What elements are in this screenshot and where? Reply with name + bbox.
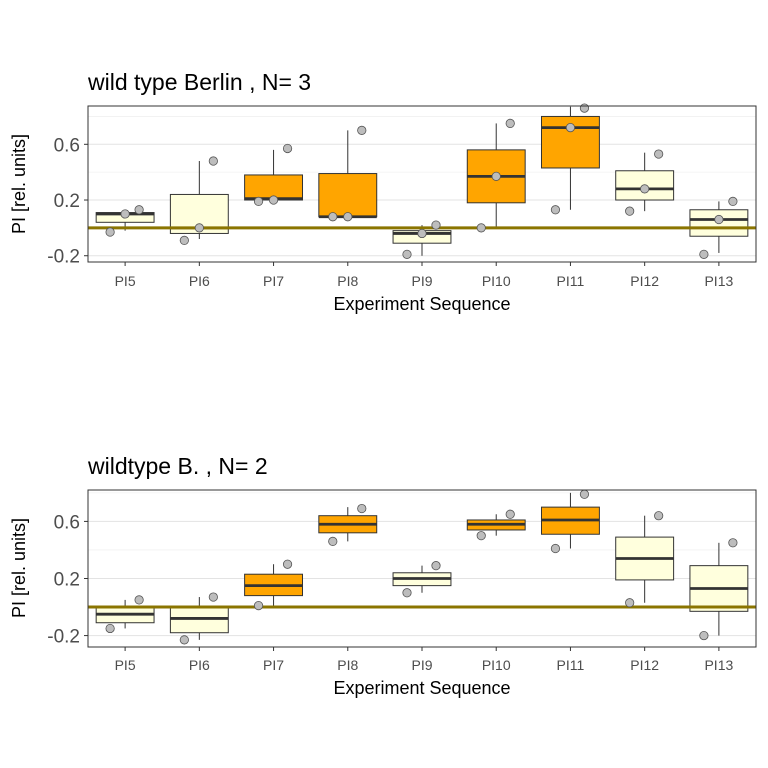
data-point: [505, 118, 515, 129]
data-point: [208, 592, 218, 602]
data-point: [357, 125, 367, 135]
data-point: [179, 635, 189, 645]
x-tick-label: PI9: [411, 273, 432, 289]
data-point: [134, 205, 144, 215]
x-tick-label: PI9: [411, 657, 432, 673]
y-tick-label: -0.2: [47, 627, 80, 648]
data-point: [625, 598, 635, 608]
box-pi8: [318, 130, 378, 219]
data-point: [417, 228, 427, 239]
x-tick-label: PI5: [115, 657, 136, 673]
x-axis-label: Experiment Sequence: [333, 294, 510, 314]
chart-panel-1: wild type Berlin , N= 3 0.6 0.2 -0.2 PI5 PI6 P…: [9, 69, 757, 314]
box-pi9: [392, 565, 452, 593]
x-tick-label: PI6: [189, 657, 210, 673]
data-point: [728, 196, 738, 207]
x-tick-label: PI12: [630, 657, 659, 673]
data-point: [134, 595, 144, 605]
x-tick-label: PI6: [189, 273, 210, 289]
data-point: [579, 489, 590, 499]
y-tick-label: 0.6: [54, 135, 80, 156]
x-tick-label: PI11: [557, 657, 585, 673]
data-point: [402, 588, 412, 598]
data-point: [179, 235, 189, 246]
y-axis-label: PI [rel. units]: [9, 518, 29, 618]
data-point: [282, 559, 293, 569]
box-pi6: [169, 597, 229, 640]
data-point: [253, 601, 264, 611]
data-point: [105, 227, 115, 237]
x-tick-label: PI13: [704, 657, 733, 673]
data-point: [699, 630, 709, 641]
box-pi7: [244, 149, 304, 202]
x-tick-label: PI13: [704, 273, 733, 289]
data-point: [357, 503, 367, 514]
x-tick-label: PI12: [630, 273, 659, 289]
data-point: [328, 212, 338, 222]
box-pi10: [466, 514, 526, 536]
y-tick-label: 0.2: [54, 191, 80, 212]
data-point: [625, 206, 635, 216]
box-pi11: [540, 492, 600, 549]
box-pi5: [95, 599, 155, 629]
data-point: [654, 511, 664, 521]
box-pi12: [615, 515, 675, 603]
data-point: [550, 205, 561, 215]
data-point: [699, 249, 709, 259]
box-pi12: [615, 152, 675, 212]
data-point: [565, 122, 576, 133]
data-point: [402, 249, 412, 259]
data-point: [640, 184, 650, 194]
data-point: [550, 543, 561, 554]
data-point: [476, 531, 486, 541]
data-point: [208, 156, 218, 166]
data-point: [579, 103, 590, 113]
data-point: [343, 212, 353, 222]
y-tick-label: 0.2: [54, 569, 80, 590]
data-point: [728, 538, 738, 548]
chart-title: wildtype B. , N= 2: [87, 453, 268, 479]
x-axis-label: Experiment Sequence: [333, 678, 510, 698]
data-point: [194, 223, 204, 233]
x-tick-label: PI8: [337, 657, 358, 673]
box-body: [169, 606, 229, 634]
data-point: [476, 223, 486, 233]
data-point: [431, 561, 441, 571]
box-pi11: [540, 106, 600, 210]
data-point: [431, 220, 441, 230]
box-pi8: [318, 507, 378, 542]
data-point: [120, 209, 130, 219]
data-point: [268, 195, 279, 205]
data-point: [505, 509, 515, 519]
data-point: [253, 196, 264, 207]
data-point: [654, 149, 664, 159]
x-tick-label: PI7: [263, 273, 284, 289]
data-point: [491, 171, 501, 181]
data-point: [282, 143, 293, 154]
y-tick-label: 0.6: [54, 512, 80, 533]
box-pi7: [244, 564, 304, 606]
x-tick-label: PI5: [115, 273, 136, 289]
x-tick-label: PI10: [482, 273, 511, 289]
data-point: [105, 623, 115, 634]
x-tick-label: PI10: [482, 657, 511, 673]
x-tick-label: PI11: [557, 273, 585, 289]
box-pi13: [689, 542, 749, 636]
chart-panel-2: wildtype B. , N= 2 0.6 0.2 -0.2 PI5 PI6 PI7 PI8…: [9, 453, 757, 698]
chart-title: wild type Berlin , N= 3: [87, 69, 311, 95]
x-tick-label: PI7: [263, 657, 284, 673]
x-tick-label: PI8: [337, 273, 358, 289]
y-tick-label: -0.2: [47, 247, 80, 268]
box-body: [318, 173, 378, 218]
y-axis-label: PI [rel. units]: [9, 134, 29, 234]
data-point: [328, 536, 338, 546]
data-point: [714, 214, 724, 225]
